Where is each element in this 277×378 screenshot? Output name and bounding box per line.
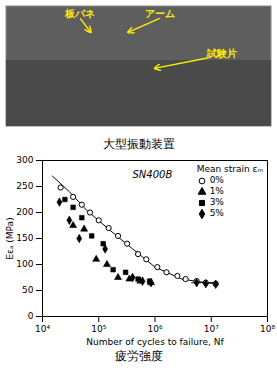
svg-text:10⁷: 10⁷ bbox=[204, 324, 219, 334]
svg-text:試験片: 試験片 bbox=[206, 48, 237, 59]
html-text:1%: 1% bbox=[209, 186, 224, 196]
svg-text:Eεₐ (MPa): Eεₐ (MPa) bbox=[5, 217, 15, 259]
svg-text:0: 0 bbox=[28, 311, 34, 321]
svg-text:150: 150 bbox=[16, 233, 33, 243]
svg-text:250: 250 bbox=[16, 181, 33, 191]
svg-text:100: 100 bbox=[16, 259, 33, 269]
svg-text:板バネ: 板バネ bbox=[64, 8, 95, 19]
svg-text:SN400B: SN400B bbox=[133, 169, 173, 180]
svg-text:50: 50 bbox=[22, 285, 34, 295]
svg-text:10⁵: 10⁵ bbox=[91, 324, 106, 334]
svg-text:アーム: アーム bbox=[145, 8, 175, 19]
html-text:5%: 5% bbox=[209, 208, 224, 218]
svg-text:300: 300 bbox=[16, 155, 33, 165]
svg-text:10⁶: 10⁶ bbox=[147, 324, 162, 334]
svg-text:Number of cycles to failure, N: Number of cycles to failure, Nf bbox=[86, 337, 224, 347]
html-text:大型振動装置: 大型振動装置 bbox=[102, 137, 175, 151]
html-text:3%: 3% bbox=[209, 197, 224, 207]
html-text:疲労強度: 疲労強度 bbox=[114, 349, 163, 363]
html-text:Mean strain εₘ: Mean strain εₘ bbox=[196, 164, 263, 174]
svg-text:200: 200 bbox=[16, 207, 33, 217]
html-text:0%: 0% bbox=[209, 175, 224, 185]
svg-text:10⁴: 10⁴ bbox=[35, 324, 50, 334]
svg-text:10⁸: 10⁸ bbox=[260, 324, 275, 334]
